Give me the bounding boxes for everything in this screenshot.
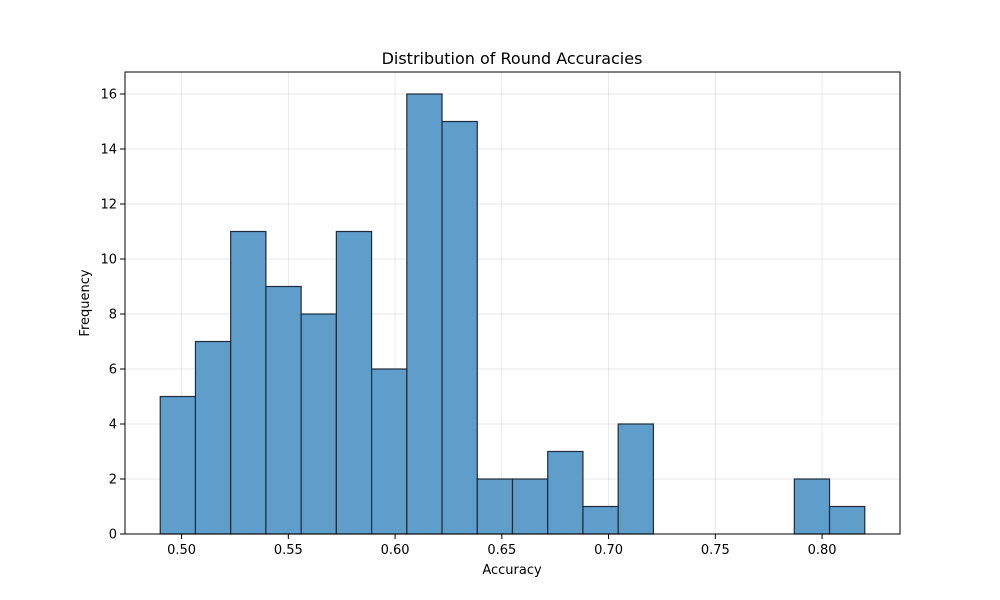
y-tick-label: 12 <box>100 198 117 213</box>
histogram-bars <box>159 93 866 535</box>
histogram-bar <box>230 230 267 535</box>
y-axis-ticks: 0 2 4 6 8 10 12 14 16 <box>100 88 125 543</box>
y-tick-label: 0 <box>109 528 117 543</box>
histogram-bar <box>476 478 514 535</box>
y-tick-label: 6 <box>109 363 117 378</box>
histogram-bar <box>511 478 549 535</box>
chart-title: Distribution of Round Accuracies <box>382 49 643 68</box>
histogram-bar <box>406 93 443 535</box>
y-axis-label: Frequency <box>78 269 93 336</box>
x-tick-label: 0.65 <box>487 543 516 558</box>
histogram-bar <box>159 395 197 535</box>
y-tick-label: 14 <box>100 143 117 158</box>
x-axis-ticks: 0.50 0.55 0.60 0.65 0.70 0.75 0.80 <box>167 534 837 558</box>
y-tick-label: 16 <box>100 88 117 103</box>
plot-area-frame <box>124 71 901 535</box>
x-tick-label: 0.60 <box>381 543 410 558</box>
x-tick-label: 0.70 <box>594 543 623 558</box>
histogram-bar <box>300 313 337 535</box>
histogram-bar <box>370 368 408 535</box>
x-tick-label: 0.55 <box>274 543 303 558</box>
histogram-bar <box>617 423 655 535</box>
x-axis-label: Accuracy <box>482 563 542 578</box>
histogram-bar <box>441 120 478 535</box>
histogram-bar <box>265 285 302 535</box>
histogram-bar <box>582 505 619 535</box>
y-tick-label: 4 <box>109 418 117 433</box>
x-tick-label: 0.50 <box>167 543 196 558</box>
y-tick-label: 2 <box>109 473 117 488</box>
x-tick-label: 0.75 <box>701 543 730 558</box>
histogram-bar <box>194 340 232 535</box>
y-tick-label: 10 <box>100 253 117 268</box>
y-tick-label: 8 <box>109 308 117 323</box>
histogram-bar <box>793 478 831 535</box>
histogram-bar <box>828 505 866 535</box>
histogram-bar <box>547 450 584 535</box>
x-tick-label: 0.80 <box>808 543 837 558</box>
histogram-bar <box>335 230 373 535</box>
